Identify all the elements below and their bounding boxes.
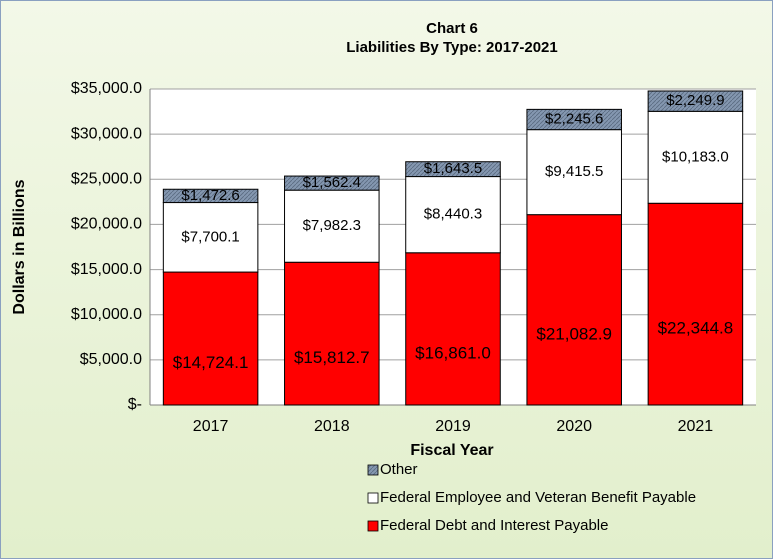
data-label: $21,082.9 (536, 324, 612, 343)
bar-segment (526, 129, 622, 216)
legend-label: Federal Employee and Veteran Benefit Pay… (380, 489, 696, 506)
data-label: $2,245.6 (545, 110, 603, 127)
data-label: $8,440.3 (424, 206, 482, 223)
bar-segment (162, 188, 259, 204)
y-tick-label: $25,000.0 (71, 171, 142, 188)
data-label: $9,415.5 (545, 163, 603, 180)
x-tick-label: 2017 (193, 418, 229, 435)
x-tick-label: 2020 (556, 418, 592, 435)
data-label: $1,643.5 (424, 160, 482, 177)
x-tick-label: 2018 (314, 418, 350, 435)
x-tick-label: 2019 (435, 418, 471, 435)
chart-subtitle: Liabilities By Type: 2017-2021 (346, 39, 558, 56)
x-axis-title: Fiscal Year (410, 442, 493, 459)
legend-swatch (367, 492, 379, 504)
data-label: $16,861.0 (415, 343, 491, 362)
legend-swatch (367, 520, 379, 532)
legend-swatch (367, 464, 379, 476)
data-label: $7,982.3 (303, 217, 361, 234)
bar-segment (405, 176, 501, 254)
data-label: $1,562.4 (303, 174, 361, 191)
y-axis-title: Dollars in Billions (11, 179, 28, 314)
bar-segment (647, 202, 744, 406)
bar-segment (405, 252, 501, 406)
data-label: $15,812.7 (294, 348, 370, 367)
bar-segment (405, 161, 501, 178)
y-tick-label: $- (128, 396, 142, 413)
y-tick-label: $5,000.0 (80, 351, 142, 368)
bar-segment (526, 108, 622, 131)
bar-segment (284, 261, 380, 406)
y-tick-label: $20,000.0 (71, 216, 142, 233)
bar-segment (162, 271, 259, 406)
legend-label: Federal Debt and Interest Payable (380, 517, 608, 534)
data-label: $1,472.6 (181, 187, 239, 204)
data-label: $7,700.1 (181, 228, 239, 245)
y-tick-label: $30,000.0 (71, 125, 142, 142)
y-tick-label: $10,000.0 (71, 306, 142, 323)
bar-segment (284, 175, 380, 191)
bar-segment (526, 214, 622, 406)
y-tick-label: $15,000.0 (71, 261, 142, 278)
data-label: $2,249.9 (666, 92, 724, 109)
y-tick-label: $35,000.0 (71, 80, 142, 97)
chart-title: Chart 6 (426, 20, 478, 37)
legend-label: Other (380, 461, 418, 478)
bar-segment (162, 202, 259, 273)
bar-segment (647, 90, 744, 112)
data-label: $14,724.1 (173, 353, 249, 372)
data-label: $22,344.8 (658, 319, 734, 338)
x-tick-label: 2021 (678, 418, 714, 435)
bar-segment (284, 189, 380, 263)
data-label: $10,183.0 (662, 148, 729, 165)
